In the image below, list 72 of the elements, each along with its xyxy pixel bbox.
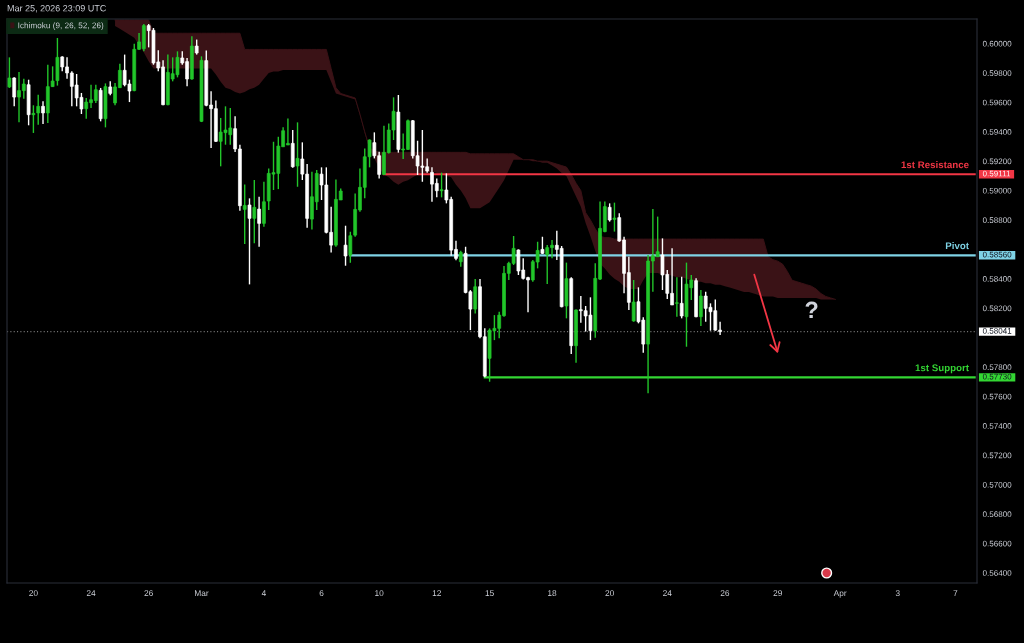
candlestick [257, 196, 261, 248]
candlestick [631, 279, 636, 323]
text: Mar 25, 2026 23:09 UTC [7, 5, 107, 13]
x-tick-label: 20 [605, 590, 614, 597]
series-label: Pivot [945, 242, 969, 250]
x-tick-label: 26 [144, 590, 153, 597]
candlestick [175, 50, 180, 79]
ref-line-label: 0.58041 [982, 328, 1012, 334]
y-tick-label: 0.57600 [982, 393, 1012, 400]
candlestick [588, 296, 593, 341]
candlestick [679, 276, 684, 320]
candlestick [41, 100, 45, 125]
candlestick [655, 215, 660, 258]
candlestick [699, 289, 703, 327]
data-label: 0.59111 [982, 170, 1011, 177]
candlestick [84, 97, 89, 120]
candlestick [295, 121, 300, 188]
y-tick-label: 0.57200 [982, 452, 1012, 459]
annotation: ? [805, 301, 818, 319]
candlestick [516, 248, 521, 276]
y-tick-label: 0.57000 [982, 481, 1012, 488]
legend-label: Ichimoku (9, 26, 52, 26) [18, 22, 104, 30]
x-tick-label: 20 [29, 590, 38, 597]
candlestick [545, 244, 550, 285]
x-tick-label: 4 [261, 590, 266, 596]
series-label: 1st Support [915, 364, 969, 374]
x-tick-label: 24 [86, 590, 96, 596]
candlestick [31, 104, 36, 134]
candlestick [21, 77, 26, 100]
y-tick-label: 0.56800 [982, 511, 1012, 518]
x-tick-label: 24 [663, 590, 672, 596]
candlestick [660, 237, 665, 291]
y-tick-label: 0.59200 [982, 158, 1012, 165]
candlestick [343, 225, 348, 267]
candlestick [252, 179, 257, 245]
candlestick [242, 183, 247, 245]
x-tick-label: 12 [432, 590, 441, 596]
candlestick [612, 201, 617, 233]
y-tick-label: 0.56400 [982, 570, 1012, 576]
candlestick [12, 76, 17, 108]
x-tick-label: Mar [194, 590, 209, 597]
x-tick-label: 10 [375, 590, 384, 597]
y-tick-label: 0.59800 [982, 70, 1012, 76]
y-tick-label: 0.60000 [982, 40, 1012, 47]
x-tick-label: 7 [953, 590, 958, 596]
candlestick [675, 276, 679, 318]
candlestick [439, 171, 444, 199]
y-tick-label: 0.59000 [982, 187, 1012, 194]
x-tick-label: 3 [895, 590, 900, 597]
candlestick [290, 129, 295, 169]
y-tick-label: 0.56600 [982, 540, 1012, 547]
x-tick-label: 6 [319, 590, 324, 597]
data-label: 0.58560 [982, 251, 1012, 258]
y-tick-label: 0.58400 [982, 276, 1012, 282]
candlestick [247, 197, 252, 286]
x-tick-label: Apr [833, 590, 847, 598]
x-tick-label: 15 [485, 590, 494, 597]
y-tick-label: 0.59400 [982, 129, 1012, 135]
data-label: 0.57730 [982, 373, 1012, 380]
y-tick-label: 0.57800 [982, 364, 1012, 371]
candlestick [223, 105, 228, 146]
candlestick [473, 278, 478, 315]
x-tick-label: 18 [548, 590, 557, 597]
x-tick-label: 26 [720, 590, 730, 597]
x-tick-label: 29 [773, 590, 782, 597]
y-tick-label: 0.58200 [982, 305, 1012, 312]
y-tick-label: 0.59600 [982, 99, 1012, 106]
y-tick-label: 0.58800 [982, 217, 1012, 223]
series-label: 1st Resistance [901, 161, 969, 169]
candlestick [607, 202, 612, 223]
y-tick-label: 0.57400 [982, 423, 1012, 429]
candlestick [7, 56, 12, 89]
